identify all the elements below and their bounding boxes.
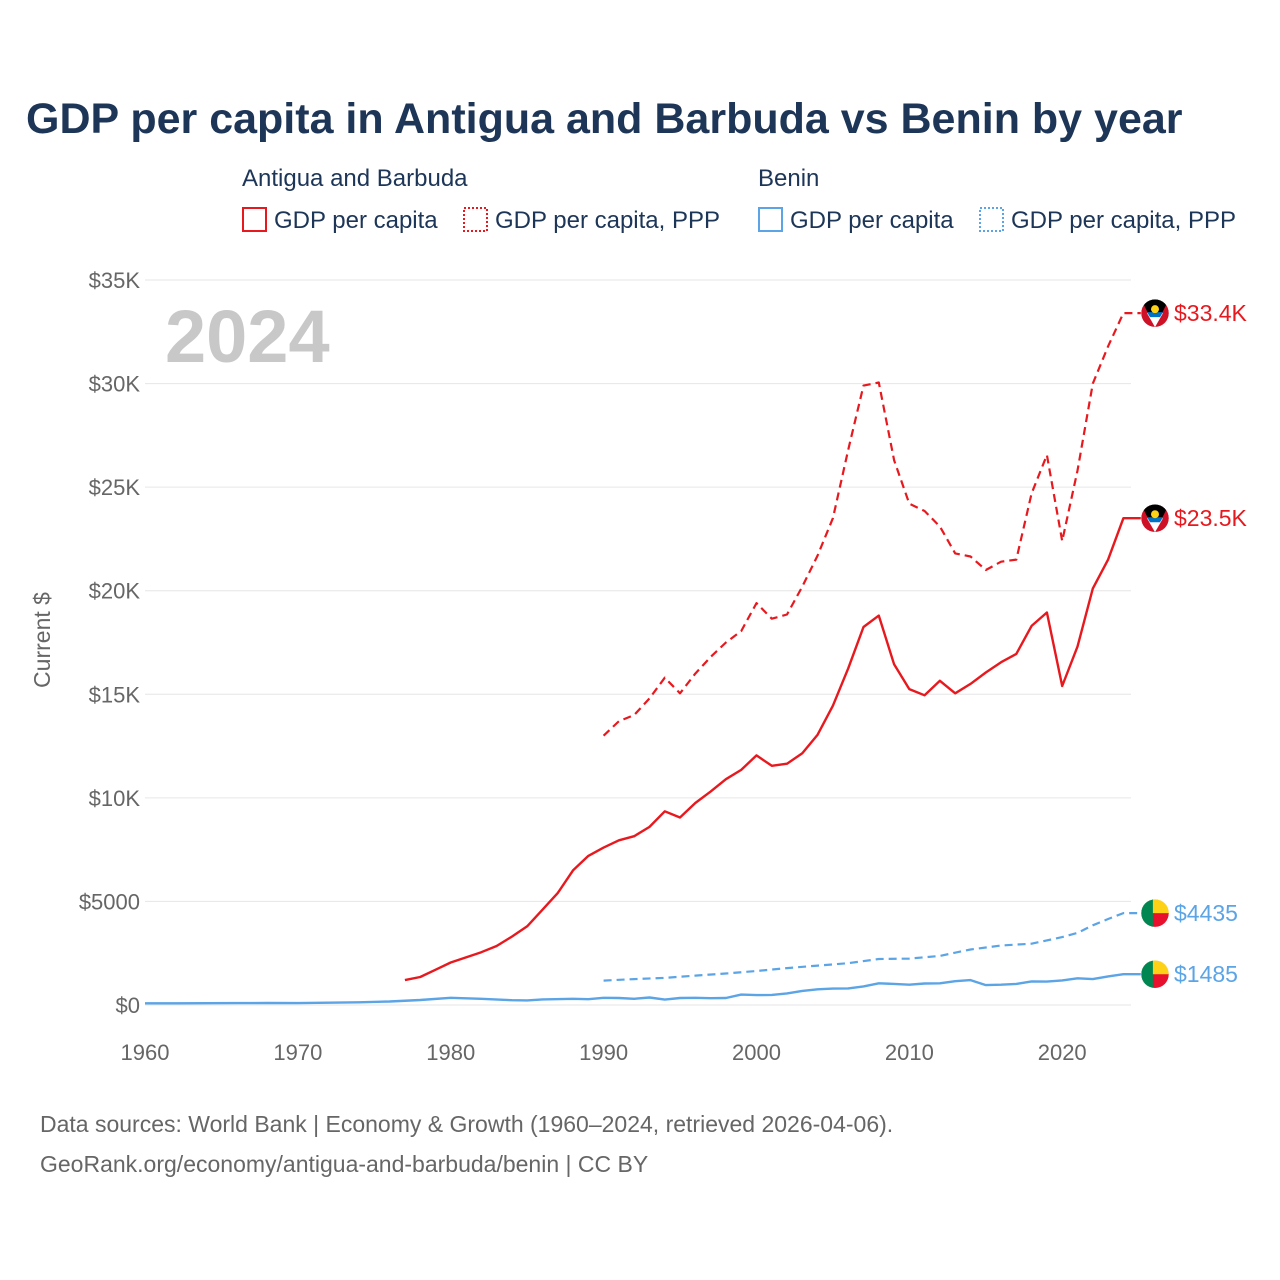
- legend-item-benin-ppp: GDP per capita, PPP: [1011, 207, 1236, 234]
- x-tick-label: 1990: [579, 1040, 628, 1065]
- x-tick-label: 2010: [885, 1040, 934, 1065]
- series-line-1: [602, 312, 1155, 737]
- x-tick-label: 1960: [121, 1040, 170, 1065]
- y-tick-label: $30K: [89, 372, 141, 397]
- url-line: GeoRank.org/economy/antigua-and-barbuda/…: [40, 1151, 648, 1177]
- source-line: Data sources: World Bank | Economy & Gro…: [40, 1111, 893, 1137]
- end-value-label: $1485: [1174, 961, 1238, 987]
- y-tick-label: $5000: [79, 889, 140, 914]
- benin-flag-icon: [1140, 898, 1170, 928]
- legend-swatch-benin-gdp: [758, 207, 783, 232]
- y-tick-label: $25K: [89, 475, 141, 500]
- grid-lines: [145, 279, 1131, 1006]
- legend-group-benin: Benin: [758, 165, 819, 192]
- y-axis-label: Current $: [29, 592, 55, 688]
- x-axis-ticks: 1960 1970 1980 1990 2000 2010 2020: [121, 1040, 1087, 1065]
- x-tick-label: 2000: [732, 1040, 781, 1065]
- series-line-3: [603, 911, 1155, 982]
- y-tick-label: $35K: [89, 268, 141, 293]
- x-tick-label: 2020: [1038, 1040, 1087, 1065]
- end-value-label: $23.5K: [1174, 505, 1248, 531]
- x-tick-label: 1970: [273, 1040, 322, 1065]
- legend-swatch-benin-ppp: [979, 207, 1004, 232]
- legend: Antigua and Barbuda GDP per capita GDP p…: [242, 165, 1236, 234]
- y-tick-label: $0: [116, 993, 140, 1018]
- end-markers: $23.5K $33.4K $1485 $4435: [1140, 298, 1248, 989]
- legend-item-antigua-ppp: GDP per capita, PPP: [495, 207, 720, 234]
- end-value-label: $4435: [1174, 900, 1238, 926]
- end-value-label: $33.4K: [1174, 300, 1248, 326]
- series-line-2: [145, 973, 1155, 1005]
- antigua-flag-icon: [1140, 298, 1170, 328]
- y-tick-label: $15K: [89, 682, 141, 707]
- x-tick-label: 1980: [426, 1040, 475, 1065]
- legend-item-benin-gdp: GDP per capita: [790, 207, 954, 234]
- legend-swatch-antigua-ppp: [463, 207, 488, 232]
- y-tick-label: $20K: [89, 579, 141, 604]
- antigua-flag-icon: [1140, 503, 1170, 533]
- y-tick-label: $10K: [89, 786, 141, 811]
- chart-title: GDP per capita in Antigua and Barbuda vs…: [26, 95, 1183, 143]
- series-lines: [145, 312, 1155, 1005]
- legend-item-antigua-gdp: GDP per capita: [274, 207, 438, 234]
- benin-flag-icon: [1140, 959, 1170, 989]
- legend-swatch-antigua-gdp: [242, 207, 267, 232]
- y-axis-ticks: $0 $5000 $10K $15K $20K $25K $30K $35K: [79, 268, 141, 1018]
- legend-group-antigua: Antigua and Barbuda: [242, 165, 468, 192]
- year-watermark: 2024: [165, 295, 330, 378]
- series-line-0: [404, 517, 1155, 982]
